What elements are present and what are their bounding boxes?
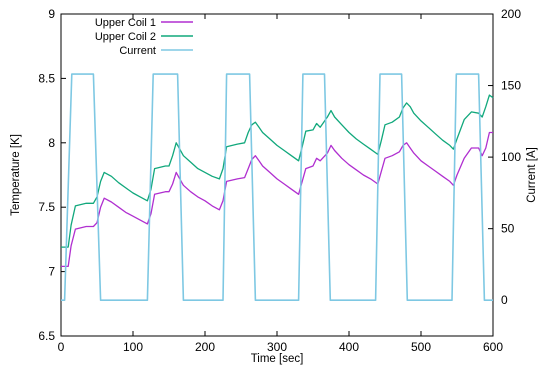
x-axis-label: Time [sec] — [251, 353, 304, 365]
x-tick-label: 200 — [195, 340, 215, 354]
legend: Upper Coil 1 Upper Coil 2 Current — [95, 17, 193, 57]
series-line-upper-coil-1 — [61, 131, 493, 268]
y2-tick-label: 0 — [501, 293, 508, 307]
legend-label-current: Current — [119, 45, 156, 57]
y2-tick-label: 50 — [501, 222, 515, 236]
series-line-upper-coil-2 — [61, 94, 494, 248]
y2-axis-label: Current [A] — [526, 147, 538, 203]
y2-tick-label: 200 — [501, 7, 521, 21]
y-tick-label: 9 — [48, 7, 55, 21]
legend-label-upper-coil-2: Upper Coil 2 — [95, 31, 156, 43]
y-tick-label: 7 — [48, 265, 55, 279]
legend-label-upper-coil-1: Upper Coil 1 — [95, 17, 156, 29]
x-tick-label: 400 — [339, 340, 359, 354]
y2-tick-label: 100 — [501, 150, 521, 164]
y-axis-label: Temperature [K] — [10, 134, 22, 216]
y-tick-label: 8 — [48, 136, 55, 150]
y-tick-label: 6.5 — [38, 329, 55, 343]
x-tick-label: 300 — [267, 340, 287, 354]
x-tick-label: 500 — [411, 340, 431, 354]
series-line-current — [61, 73, 493, 302]
y2-tick-label: 150 — [501, 79, 521, 93]
y-tick-label: 7.5 — [38, 200, 55, 214]
series-layer — [61, 73, 494, 302]
x-tick-label: 100 — [123, 340, 143, 354]
axis-ticks: 0 100 200 300 400 500 600 6.5 7 7.5 8 8.5 9 0 50 100 150… — [38, 7, 521, 354]
plot-frame — [60, 13, 494, 337]
x-tick-label: 0 — [58, 340, 65, 354]
x-tick-label: 600 — [483, 340, 503, 354]
y-tick-label: 8.5 — [38, 71, 55, 85]
